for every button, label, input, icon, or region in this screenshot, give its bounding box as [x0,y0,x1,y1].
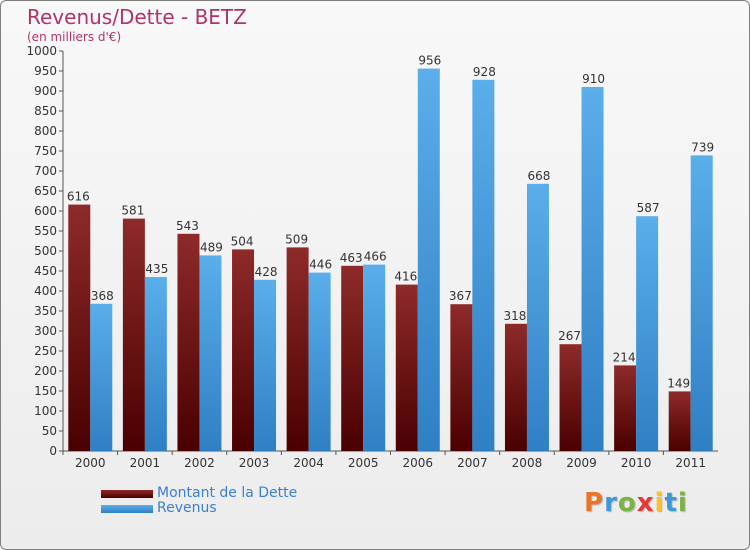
y-tick-label: 750 [34,144,57,158]
data-label-revenus: 739 [691,140,714,154]
bar-dette [122,218,145,451]
data-label-dette: 543 [176,219,199,233]
y-tick-label: 350 [34,304,57,318]
data-label-revenus: 466 [364,250,387,264]
bar-revenus [690,155,713,451]
bar-revenus [90,303,113,451]
bar-revenus [472,79,495,452]
chart-subtitle: (en milliers d'€) [27,30,122,44]
data-label-revenus: 446 [309,258,332,272]
x-tick-label: 2002 [184,456,215,470]
data-label-dette: 318 [504,309,527,323]
y-tick-label: 1000 [26,44,57,58]
bar-dette [68,204,91,451]
y-tick-label: 200 [34,364,57,378]
y-tick-label: 450 [34,264,57,278]
y-tick-label: 150 [34,384,57,398]
bar-revenus [144,277,167,451]
bar-dette [232,249,255,451]
data-label-dette: 367 [449,289,472,303]
y-tick-label: 650 [34,184,57,198]
data-label-revenus: 956 [418,54,441,68]
data-label-dette: 214 [613,350,636,364]
data-label-dette: 149 [667,376,690,390]
bar-revenus [526,183,549,452]
logo-letter: P [584,488,605,518]
logo-letter: i [654,488,665,518]
data-label-revenus: 587 [637,201,660,215]
bar-revenus [417,68,440,451]
logo-letter: o [617,488,637,518]
y-tick-label: 0 [49,444,57,458]
data-label-revenus: 668 [528,169,551,183]
x-tick-label: 2008 [512,456,543,470]
legend-label-revenus: Revenus [157,500,217,516]
y-tick-label: 950 [34,64,57,78]
y-tick-label: 850 [34,104,57,118]
x-tick-label: 2009 [566,456,597,470]
bar-dette [668,391,691,451]
y-tick-label: 700 [34,164,57,178]
data-label-revenus: 368 [91,289,114,303]
x-tick-label: 2000 [75,456,106,470]
logo-letter: i [677,488,688,518]
bar-dette [614,365,637,451]
data-label-revenus: 435 [145,262,168,276]
y-tick-label: 800 [34,124,57,138]
x-tick-label: 2004 [293,456,324,470]
bar-revenus [199,255,222,451]
data-label-dette: 616 [67,190,90,204]
data-label-revenus: 489 [200,240,223,254]
legend-swatch-revenus [101,505,153,513]
bar-revenus [363,264,386,451]
bar-dette [504,323,527,451]
bar-dette [559,344,582,451]
bar-dette [450,304,473,451]
y-tick-label: 300 [34,324,57,338]
bar-dette [341,265,364,451]
y-tick-label: 100 [34,404,57,418]
x-tick-label: 2005 [348,456,379,470]
y-tick-label: 50 [42,424,57,438]
bar-dette [286,247,309,451]
x-tick-label: 2003 [239,456,270,470]
bar-revenus [254,279,277,451]
data-label-revenus: 928 [473,65,496,79]
logo-letter: x [636,488,655,518]
data-label-revenus: 428 [255,265,278,279]
data-label-revenus: 910 [582,72,605,86]
x-tick-label: 2006 [403,456,434,470]
data-label-dette: 504 [231,234,254,248]
y-tick-label: 400 [34,284,57,298]
logo-letter: r [604,488,618,518]
y-tick-label: 600 [34,204,57,218]
data-label-dette: 416 [394,270,417,284]
data-label-dette: 267 [558,329,581,343]
legend-swatch-debt [101,490,153,498]
logo-letter: t [664,488,678,518]
bar-dette [177,233,200,451]
y-tick-label: 900 [34,84,57,98]
x-tick-label: 2007 [457,456,488,470]
bar-revenus [308,272,331,451]
bar-revenus [581,87,604,451]
y-tick-label: 500 [34,244,57,258]
legend-label-debt: Montant de la Dette [157,485,298,501]
bar-dette [395,284,418,451]
data-label-dette: 463 [340,251,363,265]
bar-revenus [636,216,659,451]
data-label-dette: 509 [285,232,308,246]
y-tick-label: 250 [34,344,57,358]
x-tick-label: 2010 [621,456,652,470]
data-label-dette: 581 [121,204,144,218]
x-tick-label: 2011 [675,456,706,470]
y-tick-label: 550 [34,224,57,238]
x-tick-label: 2001 [130,456,161,470]
chart-title: Revenus/Dette - BETZ [27,5,247,29]
proxiti-logo: Proxiti [584,488,688,518]
